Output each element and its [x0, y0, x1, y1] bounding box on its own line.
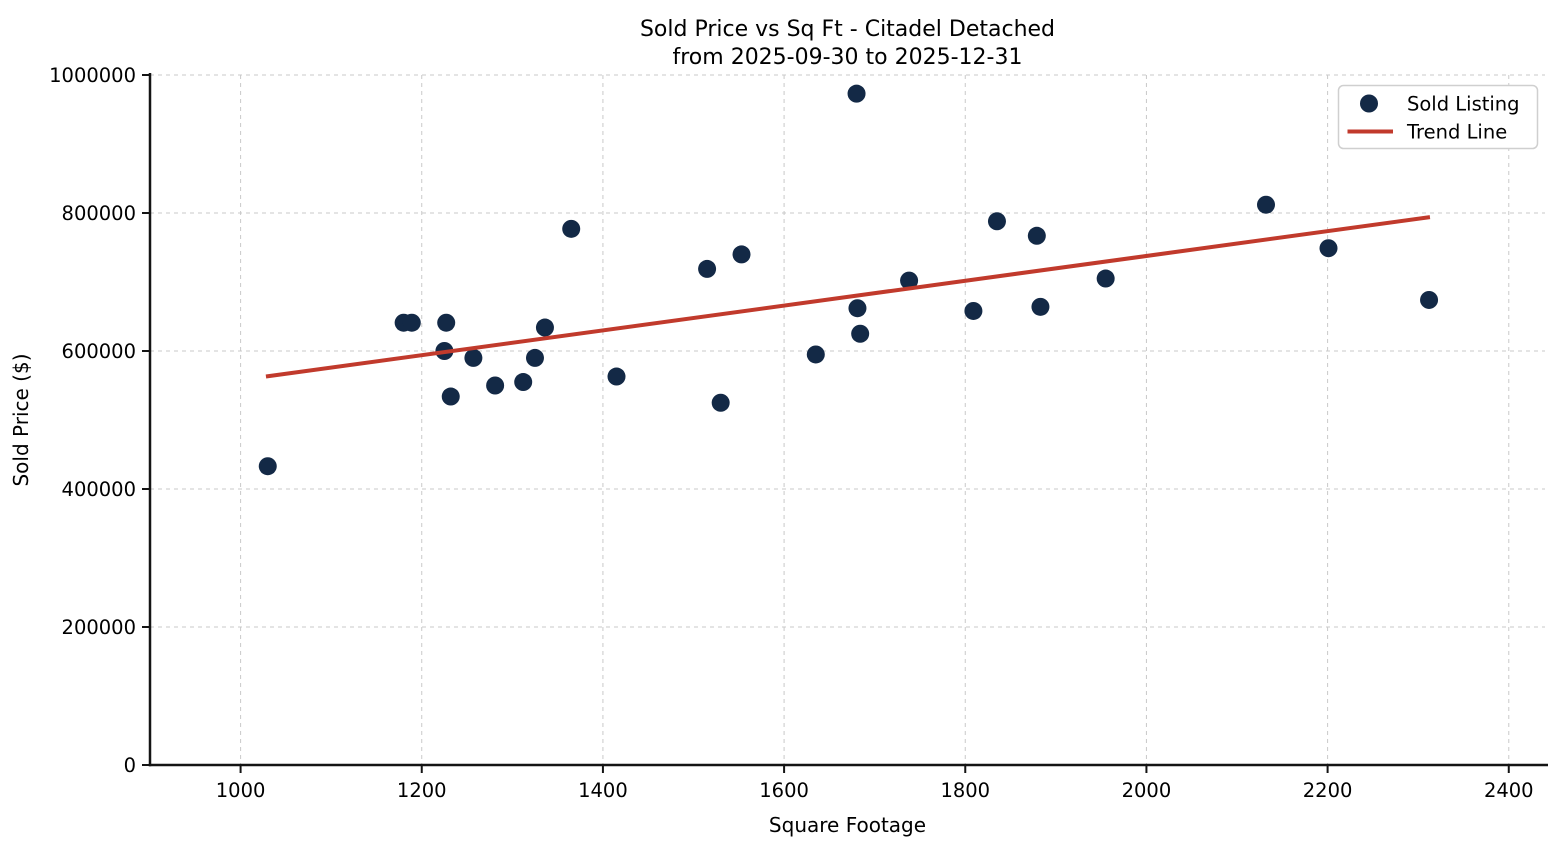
x-axis-label: Square Footage [769, 813, 926, 837]
x-tick-labels: 1000 1200 1400 1600 1800 2000 2200 2400 [216, 779, 1534, 802]
data-point [525, 348, 544, 367]
data-point [441, 387, 460, 406]
data-point [514, 373, 533, 392]
data-point [1257, 195, 1275, 214]
data-point [464, 348, 483, 367]
data-point [964, 301, 983, 320]
data-point [698, 259, 717, 278]
chart-subtitle: from 2025-09-30 to 2025-12-31 [673, 45, 1023, 70]
y-tick-label: 1000000 [49, 64, 136, 87]
data-point [732, 245, 751, 264]
data-point [848, 299, 867, 318]
trend-line [265, 215, 1431, 379]
x-tick-label: 2000 [1122, 779, 1172, 802]
legend: Sold Listing Trend Line [1337, 84, 1539, 150]
data-point [402, 313, 421, 332]
data-point [851, 324, 870, 343]
y-tick-label: 600000 [62, 340, 136, 363]
y-tick-label: 200000 [62, 616, 136, 639]
y-tick-label: 800000 [62, 202, 136, 225]
data-point [607, 367, 626, 386]
data-point [486, 376, 505, 395]
legend-label-trend-line: Trend Line [1406, 121, 1507, 144]
data-point [562, 219, 581, 238]
y-tick-labels: 0 200000 400000 600000 800000 1000000 [49, 64, 136, 777]
trend-line-layer [265, 215, 1431, 379]
x-tick-label: 1800 [940, 779, 990, 802]
data-point [1027, 226, 1046, 245]
x-tick-label: 2400 [1484, 779, 1534, 802]
data-point [535, 318, 554, 337]
x-tick-label: 1000 [216, 779, 266, 802]
chart-title: Sold Price vs Sq Ft - Citadel Detached [640, 17, 1055, 42]
data-point [1420, 290, 1439, 309]
axes [142, 73, 1548, 773]
data-point [1319, 239, 1338, 258]
x-tick-label: 1600 [759, 779, 809, 802]
legend-label-sold-listing: Sold Listing [1407, 93, 1520, 116]
y-tick-label: 0 [124, 754, 136, 777]
gridlines [150, 74, 1545, 766]
data-point [1031, 297, 1050, 316]
scatter-points [258, 84, 1439, 476]
data-point [437, 313, 456, 332]
legend-marker-sold-listing-dot [1360, 94, 1378, 113]
data-point [900, 271, 919, 290]
data-point [1096, 269, 1115, 288]
data-point [847, 84, 866, 103]
x-tick-label: 1400 [578, 779, 628, 802]
x-tick-label: 1200 [397, 779, 447, 802]
data-point [711, 393, 730, 412]
y-axis-label: Sold Price ($) [9, 353, 33, 486]
data-point [806, 345, 825, 364]
data-point [258, 457, 277, 476]
x-tick-label: 2200 [1303, 779, 1353, 802]
y-tick-label: 400000 [62, 478, 136, 501]
data-point [987, 212, 1006, 231]
